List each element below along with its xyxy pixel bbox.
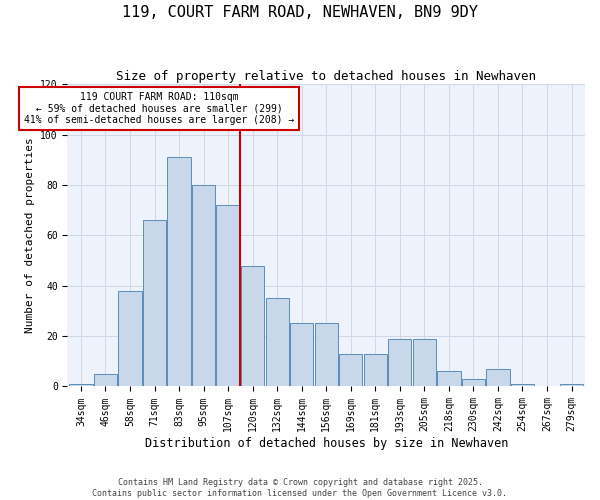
Text: 119 COURT FARM ROAD: 110sqm
← 59% of detached houses are smaller (299)
41% of se: 119 COURT FARM ROAD: 110sqm ← 59% of det…: [25, 92, 295, 125]
Bar: [143, 220, 166, 386]
Bar: [339, 354, 362, 386]
Bar: [118, 290, 142, 386]
Bar: [462, 379, 485, 386]
Y-axis label: Number of detached properties: Number of detached properties: [25, 138, 35, 333]
Bar: [388, 338, 412, 386]
Bar: [167, 157, 191, 386]
Bar: [413, 338, 436, 386]
Bar: [70, 384, 92, 386]
Bar: [192, 185, 215, 386]
Bar: [241, 266, 265, 386]
Bar: [511, 384, 534, 386]
Bar: [437, 372, 461, 386]
Text: 119, COURT FARM ROAD, NEWHAVEN, BN9 9DY: 119, COURT FARM ROAD, NEWHAVEN, BN9 9DY: [122, 5, 478, 20]
X-axis label: Distribution of detached houses by size in Newhaven: Distribution of detached houses by size …: [145, 437, 508, 450]
Bar: [314, 324, 338, 386]
Bar: [364, 354, 387, 386]
Bar: [290, 324, 313, 386]
Bar: [266, 298, 289, 386]
Text: Contains HM Land Registry data © Crown copyright and database right 2025.
Contai: Contains HM Land Registry data © Crown c…: [92, 478, 508, 498]
Bar: [217, 205, 240, 386]
Bar: [560, 384, 583, 386]
Title: Size of property relative to detached houses in Newhaven: Size of property relative to detached ho…: [116, 70, 536, 83]
Bar: [94, 374, 117, 386]
Bar: [486, 369, 509, 386]
